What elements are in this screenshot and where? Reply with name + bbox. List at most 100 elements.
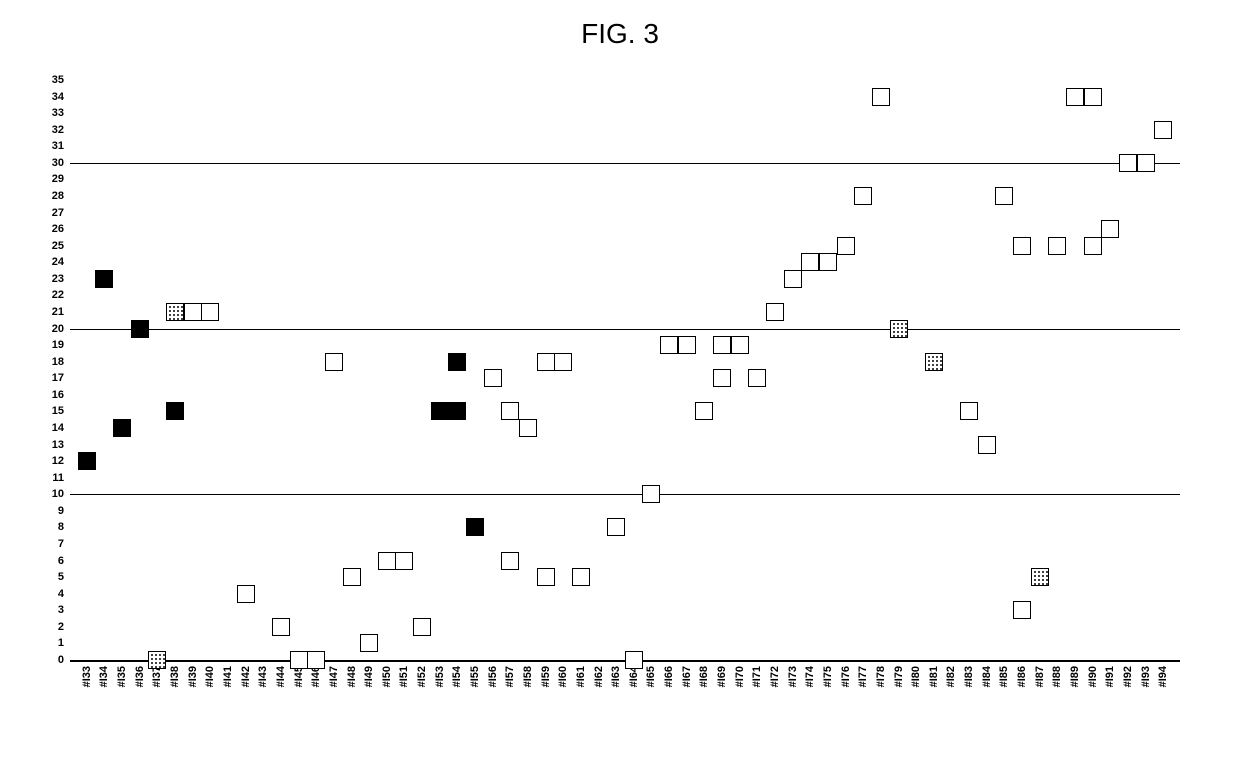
- x-tick-label: #I59: [540, 666, 552, 687]
- data-marker: [201, 303, 219, 321]
- data-marker: [343, 568, 361, 586]
- data-marker: [1084, 88, 1102, 106]
- data-marker: [678, 336, 696, 354]
- data-marker: [113, 419, 131, 437]
- data-marker: [1066, 88, 1084, 106]
- x-tick-label: #I66: [663, 666, 675, 687]
- x-tick-label: #I45: [293, 666, 305, 687]
- data-marker: [978, 436, 996, 454]
- data-marker: [484, 369, 502, 387]
- y-tick-label: 4: [58, 588, 64, 600]
- y-tick-label: 13: [52, 439, 64, 451]
- x-tick-label: #I37: [151, 666, 163, 687]
- y-tick-label: 8: [58, 521, 64, 533]
- y-tick-label: 11: [52, 472, 64, 484]
- x-tick-label: #I48: [346, 666, 358, 687]
- data-marker: [95, 270, 113, 288]
- data-marker: [1154, 121, 1172, 139]
- x-tick-label: #I76: [840, 666, 852, 687]
- data-marker: [1101, 220, 1119, 238]
- data-marker: [1013, 237, 1031, 255]
- x-tick-label: #I73: [787, 666, 799, 687]
- data-marker: [448, 353, 466, 371]
- x-tick-label: #I38: [169, 666, 181, 687]
- gridline: [70, 163, 1180, 164]
- x-tick-label: #I91: [1104, 666, 1116, 687]
- y-tick-label: 30: [52, 157, 64, 169]
- y-tick-label: 0: [58, 654, 64, 666]
- data-marker: [713, 336, 731, 354]
- x-tick-label: #I36: [134, 666, 146, 687]
- x-tick-label: #I58: [522, 666, 534, 687]
- y-tick-label: 24: [52, 256, 64, 268]
- y-tick-label: 5: [58, 571, 64, 583]
- scatter-plot: 0123456789101112131415161718192021222324…: [70, 80, 1180, 660]
- figure-title: FIG. 3: [0, 18, 1240, 50]
- x-tick-label: #I84: [981, 666, 993, 687]
- data-marker: [537, 353, 555, 371]
- data-marker: [325, 353, 343, 371]
- x-tick-label: #I47: [328, 666, 340, 687]
- data-marker: [466, 518, 484, 536]
- x-tick-label: #I42: [240, 666, 252, 687]
- y-tick-label: 7: [58, 538, 64, 550]
- y-tick-label: 33: [52, 107, 64, 119]
- data-marker: [660, 336, 678, 354]
- y-tick-label: 23: [52, 273, 64, 285]
- data-marker: [501, 552, 519, 570]
- y-tick-label: 3: [58, 604, 64, 616]
- data-marker: [607, 518, 625, 536]
- data-marker: [166, 402, 184, 420]
- data-marker: [960, 402, 978, 420]
- x-tick-label: #I56: [487, 666, 499, 687]
- y-tick-label: 1: [58, 637, 64, 649]
- data-marker: [237, 585, 255, 603]
- x-tick-label: #I89: [1069, 666, 1081, 687]
- x-tick-label: #I78: [875, 666, 887, 687]
- x-tick-label: #I71: [751, 666, 763, 687]
- data-marker: [1048, 237, 1066, 255]
- x-tick-label: #I54: [451, 666, 463, 687]
- y-tick-label: 6: [58, 555, 64, 567]
- gridline: [70, 329, 1180, 330]
- y-tick-label: 35: [52, 74, 64, 86]
- data-marker: [625, 651, 643, 669]
- data-marker: [642, 485, 660, 503]
- data-marker: [695, 402, 713, 420]
- y-tick-label: 26: [52, 223, 64, 235]
- figure: FIG. 3 012345678910111213141516171819202…: [0, 0, 1240, 763]
- data-marker: [925, 353, 943, 371]
- x-tick-label: #I67: [681, 666, 693, 687]
- data-marker: [501, 402, 519, 420]
- x-tick-label: #I34: [98, 666, 110, 687]
- data-marker: [1031, 568, 1049, 586]
- data-marker: [1137, 154, 1155, 172]
- x-tick-label: #I88: [1051, 666, 1063, 687]
- data-marker: [431, 402, 449, 420]
- data-marker: [290, 651, 308, 669]
- data-marker: [766, 303, 784, 321]
- y-tick-label: 10: [52, 488, 64, 500]
- x-tick-label: #I70: [734, 666, 746, 687]
- x-tick-label: #I61: [575, 666, 587, 687]
- data-marker: [890, 320, 908, 338]
- x-tick-label: #I57: [504, 666, 516, 687]
- x-tick-label: #I92: [1122, 666, 1134, 687]
- data-marker: [519, 419, 537, 437]
- y-tick-label: 32: [52, 124, 64, 136]
- x-tick-label: #I33: [81, 666, 93, 687]
- data-marker: [395, 552, 413, 570]
- y-tick-label: 22: [52, 289, 64, 301]
- y-tick-label: 17: [52, 372, 64, 384]
- data-marker: [448, 402, 466, 420]
- x-tick-label: #I40: [204, 666, 216, 687]
- y-tick-label: 15: [52, 405, 64, 417]
- x-tick-label: #I94: [1157, 666, 1169, 687]
- data-marker: [872, 88, 890, 106]
- x-tick-label: #I50: [381, 666, 393, 687]
- data-marker: [801, 253, 819, 271]
- x-tick-label: #I46: [310, 666, 322, 687]
- x-tick-label: #I83: [963, 666, 975, 687]
- y-tick-label: 25: [52, 240, 64, 252]
- data-marker: [819, 253, 837, 271]
